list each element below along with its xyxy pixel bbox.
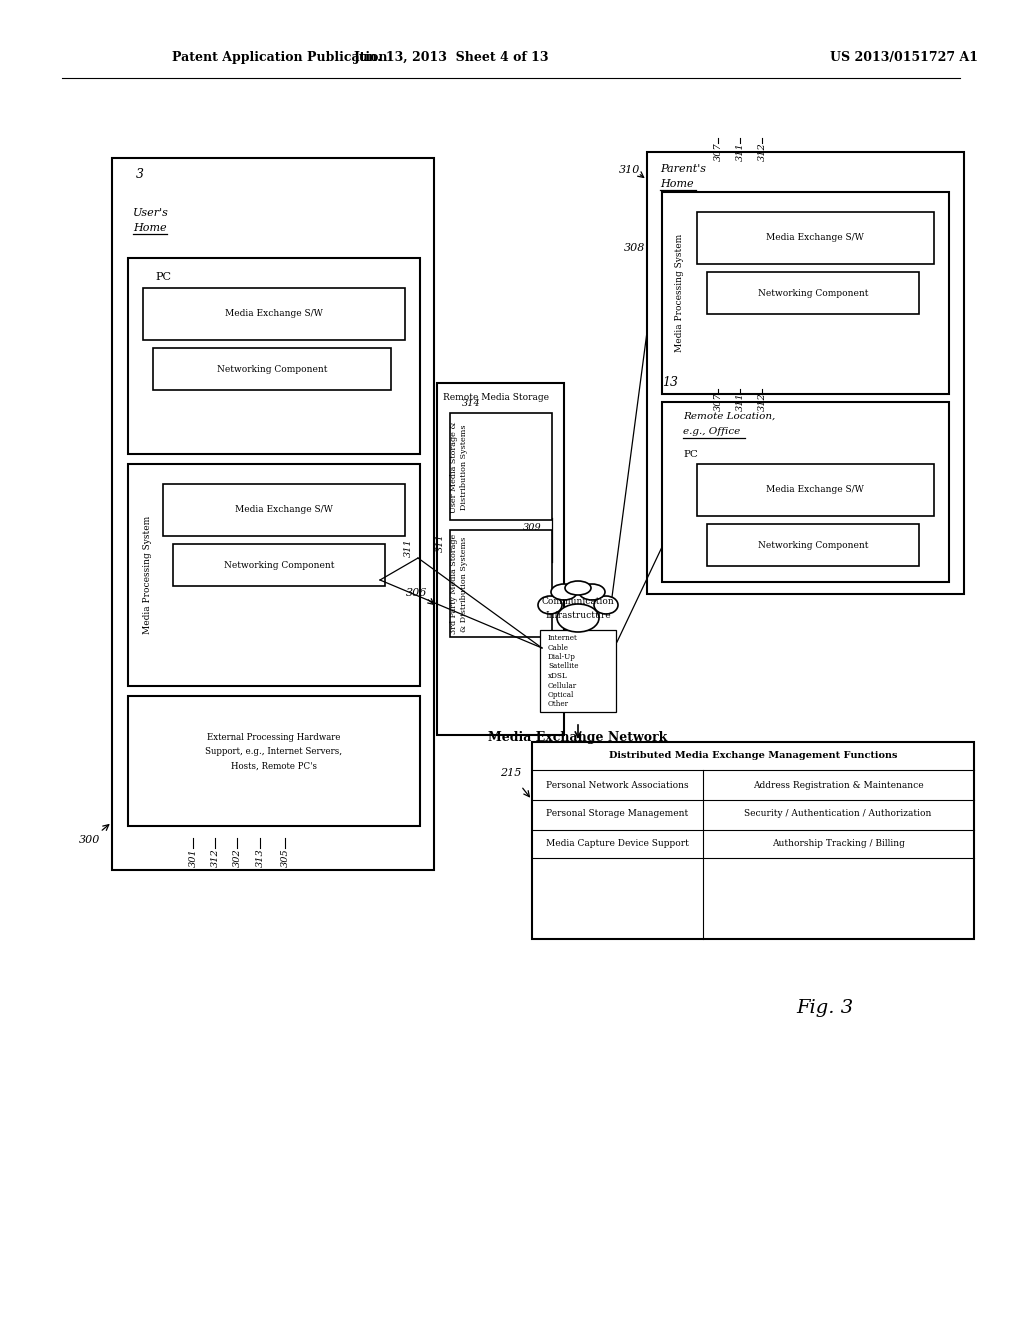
Text: Media Exchange S/W: Media Exchange S/W	[766, 486, 864, 495]
Text: User Media Storage &
Distribution Systems: User Media Storage & Distribution System…	[451, 421, 468, 512]
Bar	[450, 531, 552, 638]
Bar	[153, 348, 391, 389]
Text: User's: User's	[133, 209, 169, 218]
Text: Networking Component: Networking Component	[758, 540, 868, 549]
Text: Parent's: Parent's	[660, 164, 706, 174]
Text: 312: 312	[758, 392, 767, 412]
Text: Media Exchange S/W: Media Exchange S/W	[225, 309, 323, 318]
Bar	[163, 484, 406, 536]
Bar	[532, 742, 974, 939]
Bar	[112, 158, 434, 870]
Text: Authorship Tracking / Billing: Authorship Tracking / Billing	[771, 838, 904, 847]
Text: Hosts, Remote PC's: Hosts, Remote PC's	[231, 762, 317, 771]
Bar	[647, 152, 964, 594]
Text: 306: 306	[407, 587, 428, 598]
Text: e.g., Office: e.g., Office	[683, 426, 740, 436]
Text: Remote Media Storage: Remote Media Storage	[443, 393, 549, 403]
Text: Remote Location,: Remote Location,	[683, 412, 775, 421]
Text: 311: 311	[403, 539, 413, 557]
Text: Media Capture Device Support: Media Capture Device Support	[546, 838, 688, 847]
Bar	[437, 383, 564, 735]
Bar	[128, 465, 420, 686]
Text: 302: 302	[232, 849, 242, 867]
Text: Satellite: Satellite	[548, 663, 579, 671]
Text: Cellular: Cellular	[548, 681, 578, 689]
Text: 307: 307	[714, 392, 723, 412]
Text: Security / Authentication / Authorization: Security / Authentication / Authorizatio…	[744, 809, 932, 818]
Text: External Processing Hardware: External Processing Hardware	[207, 734, 341, 742]
Bar	[707, 524, 919, 566]
Text: Media Processing System: Media Processing System	[142, 516, 152, 634]
Text: 311: 311	[735, 392, 744, 412]
Text: 310: 310	[620, 165, 641, 176]
Text: 309: 309	[522, 523, 542, 532]
Text: Communication: Communication	[542, 597, 614, 606]
Bar	[697, 465, 934, 516]
Text: Dial-Up: Dial-Up	[548, 653, 575, 661]
Text: PC: PC	[155, 272, 171, 282]
Text: Home: Home	[133, 223, 167, 234]
Bar	[128, 696, 420, 826]
Text: 13: 13	[662, 375, 678, 388]
Text: Infrastructure: Infrastructure	[545, 610, 610, 619]
Text: 314: 314	[462, 399, 480, 408]
Text: 307: 307	[714, 143, 723, 161]
Text: Jun. 13, 2013  Sheet 4 of 13: Jun. 13, 2013 Sheet 4 of 13	[354, 51, 550, 65]
Text: Cable: Cable	[548, 644, 569, 652]
Ellipse shape	[565, 581, 591, 595]
Text: Media Exchange Network: Media Exchange Network	[488, 730, 668, 743]
Text: Personal Storage Management: Personal Storage Management	[546, 809, 688, 818]
Bar	[662, 403, 949, 582]
Bar	[450, 413, 552, 520]
Text: 215: 215	[501, 768, 521, 777]
Text: 308: 308	[625, 243, 646, 253]
Text: 313: 313	[256, 849, 264, 867]
Ellipse shape	[551, 583, 577, 601]
Bar	[707, 272, 919, 314]
Text: Fig. 3: Fig. 3	[797, 999, 854, 1016]
Text: Address Registration & Maintenance: Address Registration & Maintenance	[753, 780, 924, 789]
Text: Distributed Media Exchange Management Functions: Distributed Media Exchange Management Fu…	[608, 751, 897, 760]
Text: 312: 312	[211, 849, 219, 867]
Text: Optical: Optical	[548, 690, 574, 700]
Text: PC: PC	[683, 450, 698, 459]
Text: 311: 311	[735, 143, 744, 161]
Bar	[540, 630, 616, 711]
Text: 311: 311	[435, 533, 444, 552]
Ellipse shape	[579, 583, 605, 601]
Text: xDSL: xDSL	[548, 672, 567, 680]
Text: 3rd Party Media Storage
& Distribution Systems: 3rd Party Media Storage & Distribution S…	[451, 533, 468, 634]
Text: Networking Component: Networking Component	[758, 289, 868, 297]
Text: Patent Application Publication: Patent Application Publication	[172, 51, 387, 65]
Text: Media Exchange S/W: Media Exchange S/W	[766, 234, 864, 243]
Text: Media Processing System: Media Processing System	[675, 234, 683, 352]
Ellipse shape	[538, 597, 562, 614]
Text: Media Exchange S/W: Media Exchange S/W	[236, 506, 333, 515]
Text: 312: 312	[758, 143, 767, 161]
Text: Networking Component: Networking Component	[217, 364, 328, 374]
Text: Networking Component: Networking Component	[224, 561, 334, 569]
Bar	[128, 257, 420, 454]
Bar	[143, 288, 406, 341]
Text: Support, e.g., Internet Servers,: Support, e.g., Internet Servers,	[206, 747, 343, 756]
Text: Internet: Internet	[548, 634, 578, 642]
Text: 305: 305	[281, 849, 290, 867]
Bar	[173, 544, 385, 586]
Text: 3: 3	[136, 169, 144, 181]
Text: 300: 300	[79, 836, 100, 845]
Ellipse shape	[594, 597, 618, 614]
Bar	[697, 213, 934, 264]
Text: Home: Home	[660, 180, 693, 189]
Text: Personal Network Associations: Personal Network Associations	[546, 780, 688, 789]
Ellipse shape	[557, 605, 599, 632]
Text: US 2013/0151727 A1: US 2013/0151727 A1	[830, 51, 978, 65]
Text: 301: 301	[188, 849, 198, 867]
Bar	[662, 191, 949, 393]
Text: Other: Other	[548, 701, 569, 709]
